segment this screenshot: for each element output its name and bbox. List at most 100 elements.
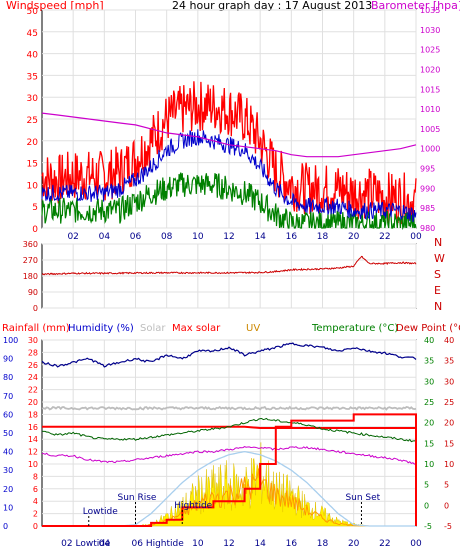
rain-y-tick: 14 bbox=[28, 435, 38, 444]
wind-y-tick: 5 bbox=[32, 203, 38, 213]
humidity-y-tick: 20 bbox=[3, 485, 13, 494]
legend-entry: UV bbox=[246, 323, 260, 334]
baro-y-tick: 995 bbox=[420, 165, 435, 174]
sunset-label: Sun Set bbox=[345, 493, 380, 503]
wind-x-tick: 22 bbox=[379, 232, 390, 242]
rain-x-tick: 20 bbox=[348, 539, 360, 549]
rain-y-tick: 2 bbox=[33, 510, 38, 519]
wind-x-tick: 14 bbox=[254, 232, 266, 242]
humidity-y-tick: 10 bbox=[3, 503, 13, 512]
dewpoint-y-tick: -5 bbox=[444, 522, 452, 531]
rain-panel-series bbox=[41, 342, 417, 527]
legend-entry: Dew Point (°C) bbox=[396, 323, 460, 334]
humidity-y-tick: 30 bbox=[3, 466, 13, 475]
rain-y-tick: 24 bbox=[28, 373, 38, 382]
dewpoint-y-tick: 10 bbox=[444, 460, 454, 469]
humidity-y-tick: 60 bbox=[3, 410, 13, 419]
dewpoint-y-tick: 20 bbox=[444, 419, 454, 428]
humidity-y-tick: 50 bbox=[3, 429, 13, 438]
wind-x-tick: 06 bbox=[130, 232, 142, 242]
direction-y-tick: 0 bbox=[33, 304, 38, 313]
humidity-y-tick: 100 bbox=[3, 336, 18, 345]
sunrise-label: Sun Rise bbox=[118, 493, 157, 503]
rain-y-tick: 22 bbox=[28, 386, 38, 395]
temp-y-tick: 25 bbox=[424, 398, 434, 407]
direction-panel-grid bbox=[42, 243, 417, 309]
legend-entry: Humidity (%) bbox=[68, 323, 134, 334]
humidity-y-tick: 80 bbox=[3, 373, 13, 382]
wind-y-tick: 0 bbox=[32, 225, 38, 235]
dewpoint-line bbox=[41, 446, 417, 465]
rain-panel-annotations: Sun Rise Sun Set Lowtide Hightide bbox=[83, 493, 381, 526]
baro-y-tick: 985 bbox=[420, 204, 435, 213]
direction-y-tick: 270 bbox=[23, 256, 38, 265]
wind-y-tick: 40 bbox=[27, 51, 39, 61]
dewpoint-y-tick: 30 bbox=[444, 377, 454, 386]
rain-x-tick: 22 bbox=[379, 539, 390, 549]
rain-x-tick: 10 bbox=[192, 539, 204, 549]
wind-x-tick: 12 bbox=[223, 232, 234, 242]
baro-y-tick: 1000 bbox=[420, 145, 440, 154]
temp-y-tick: 20 bbox=[424, 419, 434, 428]
rain-x-tick: 12 bbox=[223, 539, 234, 549]
rain-y-tick: 6 bbox=[33, 485, 38, 494]
humidity-line bbox=[41, 342, 417, 368]
baro-y-tick: 1015 bbox=[420, 85, 440, 94]
baro-y-tick: 980 bbox=[420, 224, 435, 233]
compass-label: W bbox=[434, 252, 445, 265]
rain-panel-legend: Rainfall (mm)Humidity (%) Solar Max solar U… bbox=[2, 323, 460, 334]
wind-x-tick: 16 bbox=[286, 232, 298, 242]
dewpoint-y-tick: 25 bbox=[444, 398, 454, 407]
rain-y-tick: 4 bbox=[33, 497, 38, 506]
rain-x-tick: 18 bbox=[317, 539, 329, 549]
baro-y-tick: 1020 bbox=[420, 65, 440, 74]
wind-x-tick: 18 bbox=[317, 232, 329, 242]
hightide-label: Hightide bbox=[174, 501, 212, 511]
legend-entry: Solar bbox=[140, 323, 166, 334]
rain-y-tick: 28 bbox=[28, 348, 38, 357]
dewpoint-y-tick: 40 bbox=[444, 336, 454, 345]
humidity-y-tick: 0 bbox=[3, 522, 8, 531]
humidity-y-tick: 70 bbox=[3, 392, 13, 401]
legend-entry: Temperature (°C) bbox=[311, 323, 398, 334]
rain-y-tick: 16 bbox=[28, 423, 38, 432]
dewpoint-y-tick: 15 bbox=[444, 439, 454, 448]
wind-y-tick: 50 bbox=[27, 7, 39, 17]
rain-x-tick: 02 Lowtide bbox=[61, 539, 111, 549]
baro-y-tick: 1030 bbox=[420, 26, 440, 35]
wind-series-line bbox=[41, 172, 417, 231]
rainfall-line bbox=[42, 413, 417, 527]
rain-x-tick: 14 bbox=[254, 539, 266, 549]
rain-y-tick: 10 bbox=[28, 460, 38, 469]
wind-y-tick: 20 bbox=[27, 138, 39, 148]
temp-y-tick: -5 bbox=[424, 522, 432, 531]
baro-y-tick: 1035 bbox=[420, 6, 440, 15]
temp-y-tick: 35 bbox=[424, 357, 434, 366]
gray-line bbox=[41, 405, 417, 411]
lowtide-label: Lowtide bbox=[83, 507, 118, 517]
humidity-y-tick: 90 bbox=[3, 355, 13, 364]
rain-y-tick: 0 bbox=[33, 522, 38, 531]
direction-y-tick: 180 bbox=[23, 272, 38, 281]
dewpoint-y-tick: 5 bbox=[444, 481, 449, 490]
wind-x-tick: 00 bbox=[410, 232, 422, 242]
temperature-line bbox=[41, 417, 417, 443]
dewpoint-y-tick: 0 bbox=[444, 501, 449, 510]
rain-x-tick: 06 Hightide bbox=[132, 539, 185, 549]
baro-y-tick: 990 bbox=[420, 184, 435, 193]
wind-series-line bbox=[41, 129, 417, 223]
rain-x-tick: 00 bbox=[410, 539, 422, 549]
wind-x-tick: 08 bbox=[161, 232, 173, 242]
temp-y-tick: 15 bbox=[424, 439, 434, 448]
baro-y-tick: 1025 bbox=[420, 46, 440, 55]
legend-entry: Max solar bbox=[172, 323, 221, 334]
wind-panel-series bbox=[41, 81, 417, 231]
direction-y-tick: 360 bbox=[23, 240, 38, 249]
compass-label: N bbox=[434, 236, 442, 249]
rain-y-tick: 12 bbox=[28, 448, 38, 457]
rain-y-tick: 26 bbox=[28, 361, 38, 370]
rain-y-tick: 30 bbox=[28, 336, 38, 345]
rain-y-tick: 18 bbox=[28, 410, 38, 419]
